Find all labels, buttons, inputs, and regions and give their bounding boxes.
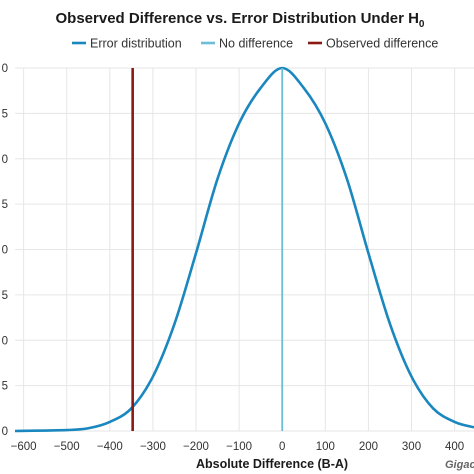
plot-series: [14, 66, 474, 433]
credit-text: Gigac: [445, 459, 474, 471]
legend-label: Error distribution: [90, 37, 182, 51]
legend-label: No difference: [219, 37, 293, 51]
x-tick-label: −500: [54, 441, 80, 453]
y-tick-label: 0: [2, 154, 8, 166]
y-tick-label: 0: [2, 245, 8, 257]
y-tick-label: 0: [2, 335, 8, 347]
series-error-distribution: [14, 66, 474, 433]
x-tick-label: 300: [402, 441, 421, 453]
x-tick-label: 0: [279, 441, 285, 453]
legend-label: Observed difference: [326, 37, 438, 51]
x-tick-label: −300: [140, 441, 166, 453]
x-axis-tick-labels: −600 −500 −400 −300 −200 −100 0 100 200 300 400: [11, 441, 465, 453]
legend-item-observed-difference[interactable]: Observed difference: [308, 37, 438, 51]
y-tick-label: 0: [2, 426, 8, 438]
legend-item-error-distribution[interactable]: Error distribution: [72, 37, 182, 51]
x-axis-title: Absolute Difference (B-A): [196, 457, 348, 471]
legend: Error distribution No difference Observed …: [72, 37, 438, 51]
x-tick-label: −200: [183, 441, 209, 453]
x-tick-label: −600: [11, 441, 37, 453]
chart-title: Observed Difference vs. Error Distributi…: [56, 10, 425, 30]
x-tick-label: 400: [445, 441, 464, 453]
x-tick-label: 200: [359, 441, 378, 453]
y-tick-label: 5: [2, 108, 8, 120]
y-tick-label: 5: [2, 199, 8, 211]
y-axis-tick-labels: 0 5 0 5 0 5 0 5 0: [2, 63, 8, 438]
gridlines: [15, 67, 474, 432]
legend-item-no-difference[interactable]: No difference: [201, 37, 293, 51]
y-tick-label: 5: [2, 381, 8, 393]
x-tick-label: 100: [316, 441, 335, 453]
x-tick-label: −100: [226, 441, 252, 453]
chart-title-subscript: 0: [419, 19, 425, 30]
x-tick-label: −400: [97, 441, 123, 453]
y-tick-label: 0: [2, 63, 8, 75]
y-tick-label: 5: [2, 290, 8, 302]
